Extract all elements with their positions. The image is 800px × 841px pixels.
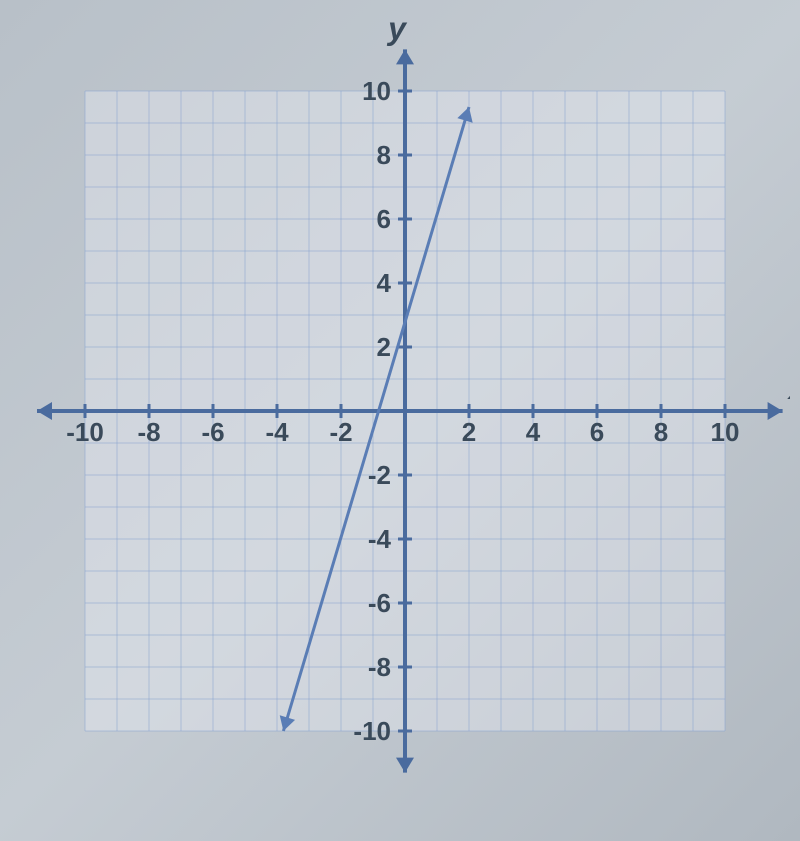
y-tick-label: 10 bbox=[362, 76, 391, 106]
x-axis-arrow-right bbox=[768, 402, 783, 420]
y-axis-arrow-up bbox=[396, 49, 414, 64]
x-tick-label: -6 bbox=[201, 417, 224, 447]
y-tick-label: 4 bbox=[377, 268, 392, 298]
coordinate-plane-chart: -10 -8 -6 -4 -2 2 4 6 8 10 10 8 6 4 2 -2 -4 -6 -8 -10 y x bbox=[10, 11, 790, 831]
chart-svg: -10 -8 -6 -4 -2 2 4 6 8 10 10 8 6 4 2 -2 -4 -6 -8 -10 y x bbox=[10, 11, 790, 831]
y-tick-label: -4 bbox=[368, 524, 392, 554]
x-axis-arrow-left bbox=[37, 402, 52, 420]
y-tick-label: 6 bbox=[377, 204, 391, 234]
x-tick-label: -8 bbox=[137, 417, 160, 447]
x-tick-label: 6 bbox=[590, 417, 604, 447]
y-tick-label: -8 bbox=[368, 652, 391, 682]
y-tick-label: -10 bbox=[353, 716, 391, 746]
y-axis-arrow-down bbox=[396, 757, 414, 772]
x-tick-label: 8 bbox=[654, 417, 668, 447]
x-axis-label: x bbox=[787, 370, 790, 406]
y-tick-label: -2 bbox=[368, 460, 391, 490]
x-tick-label: 2 bbox=[462, 417, 476, 447]
x-tick-label: -4 bbox=[265, 417, 289, 447]
y-tick-label: -6 bbox=[368, 588, 391, 618]
x-tick-label: -10 bbox=[66, 417, 104, 447]
x-tick-label: 10 bbox=[711, 417, 740, 447]
y-axis-label: y bbox=[386, 11, 408, 46]
y-tick-label: 8 bbox=[377, 140, 391, 170]
x-tick-label: 4 bbox=[526, 417, 541, 447]
y-tick-label: 2 bbox=[377, 332, 391, 362]
x-tick-label: -2 bbox=[329, 417, 352, 447]
